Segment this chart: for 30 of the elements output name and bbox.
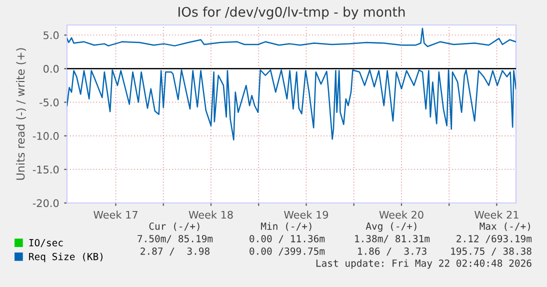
y-tick-label: -15.0 bbox=[32, 166, 59, 174]
y-tick-label: 5.0 bbox=[44, 31, 59, 40]
text: Last update: Fri May 22 02:40:48 2026 bbox=[316, 259, 532, 269]
x-tick-label: Week 17 bbox=[94, 210, 138, 219]
text: 1.86 / 3.73 bbox=[358, 247, 426, 256]
y-tick-label: 0.0 bbox=[43, 64, 59, 73]
text: 7.50m/ 85.19m bbox=[138, 234, 213, 244]
text: 0.00 / 11.36m bbox=[250, 234, 325, 244]
y-tick-label: -10.0 bbox=[32, 132, 59, 140]
text: Cur (-/+) bbox=[149, 222, 200, 231]
y-tick-label: -20.0 bbox=[32, 199, 59, 208]
chart-title: IOs for /dev/vg0/lv-tmp - by month bbox=[178, 6, 405, 20]
text: 2.87 / 3.98 bbox=[140, 247, 210, 256]
y-tick-label: -5.0 bbox=[40, 98, 59, 106]
text: 2.12 /693.19m bbox=[456, 234, 532, 244]
line-series bbox=[67, 69, 516, 140]
y-axis-title: Units read (-) / write (+) bbox=[16, 48, 26, 180]
text: 1.38m/ 81.31m bbox=[355, 234, 430, 244]
text: Min (-/+) bbox=[261, 222, 312, 231]
x-tick-label: Week 19 bbox=[284, 210, 328, 219]
legend-label: IO/sec bbox=[29, 239, 63, 248]
line-series bbox=[67, 28, 516, 48]
text: Avg (-/+) bbox=[366, 222, 416, 232]
legend-label: Req Size (KB) bbox=[29, 252, 102, 262]
text: Max (-/+) bbox=[480, 222, 530, 231]
x-tick-label: Week 21 bbox=[474, 210, 518, 219]
x-tick-label: Week 20 bbox=[379, 210, 424, 219]
text: 195.75 / 38.38 bbox=[451, 247, 532, 256]
x-tick-label: Week 18 bbox=[188, 210, 233, 219]
text: 0.00 /399.75m bbox=[250, 247, 325, 256]
